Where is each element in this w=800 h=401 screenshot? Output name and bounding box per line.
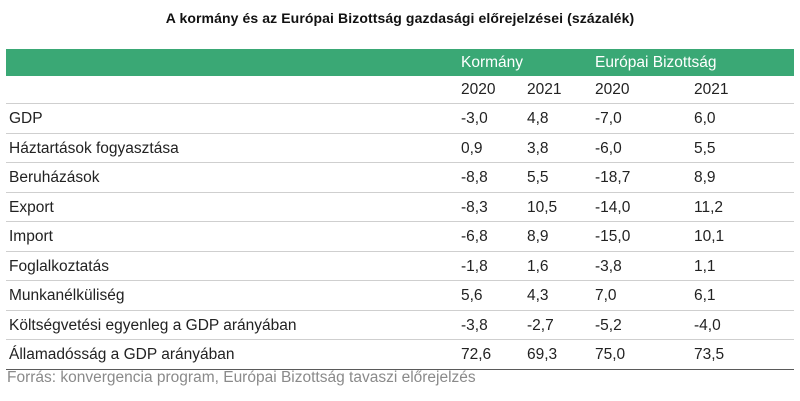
year-header: 2021 bbox=[527, 81, 562, 98]
forecast-table: Kormány Európai Bizottság 2020 2021 2020… bbox=[6, 49, 794, 370]
table-cell: -4,0 bbox=[694, 316, 721, 334]
row-label: Export bbox=[9, 198, 54, 216]
table-cell: 1,1 bbox=[694, 257, 716, 275]
table-row: Beruházások -8,8 5,5 -18,7 8,9 bbox=[6, 163, 794, 193]
table-cell: 4,8 bbox=[527, 110, 549, 127]
table-cell: -1,8 bbox=[461, 257, 488, 275]
row-label: Költségvetési egyenleg a GDP arányában bbox=[9, 316, 297, 334]
table-cell: -3,0 bbox=[461, 110, 488, 127]
year-header: 2020 bbox=[461, 81, 496, 98]
table-cell: -2,7 bbox=[527, 316, 554, 334]
table-cell: 73,5 bbox=[694, 346, 725, 363]
table-cell: -15,0 bbox=[595, 228, 631, 245]
table-cell: 4,3 bbox=[527, 287, 549, 304]
row-label: Munkanélküliség bbox=[9, 287, 125, 304]
table-row: Háztartások fogyasztása 0,9 3,8 -6,0 5,5 bbox=[6, 134, 794, 163]
table-cell: 3,8 bbox=[527, 139, 549, 157]
table-cell: -6,8 bbox=[461, 228, 488, 245]
row-label: Beruházások bbox=[9, 169, 100, 186]
row-label: Foglalkoztatás bbox=[9, 257, 109, 275]
table-cell: 7,0 bbox=[595, 287, 617, 304]
table-cell: -5,2 bbox=[595, 316, 622, 334]
table-cell: -8,3 bbox=[461, 198, 488, 216]
table-cell: 5,5 bbox=[694, 139, 716, 157]
table-title: A kormány és az Európai Bizottság gazdas… bbox=[165, 10, 635, 26]
table-cell: -8,8 bbox=[461, 169, 488, 186]
row-label: Államadósság a GDP arányában bbox=[9, 346, 235, 363]
table-cell: 8,9 bbox=[527, 228, 549, 245]
table-cell: -3,8 bbox=[461, 316, 488, 334]
table-row: Államadósság a GDP arányában 72,6 69,3 7… bbox=[6, 340, 794, 370]
table-cell: 72,6 bbox=[461, 346, 492, 363]
table-cell: 6,0 bbox=[694, 110, 716, 127]
table-cell: 10,1 bbox=[694, 228, 725, 245]
table-cell: 1,6 bbox=[527, 257, 549, 275]
table-cell: 0,9 bbox=[461, 139, 483, 157]
table-cell: -18,7 bbox=[595, 169, 631, 186]
table-cell: -14,0 bbox=[595, 198, 631, 216]
table-row: GDP -3,0 4,8 -7,0 6,0 bbox=[6, 104, 794, 134]
table-row: Foglalkoztatás -1,8 1,6 -3,8 1,1 bbox=[6, 252, 794, 281]
table-cell: -7,0 bbox=[595, 110, 622, 127]
table-cell: 6,1 bbox=[694, 287, 716, 304]
row-label: GDP bbox=[9, 110, 43, 127]
year-header: 2021 bbox=[694, 81, 729, 98]
table-row: Export -8,3 10,5 -14,0 11,2 bbox=[6, 193, 794, 222]
row-label: Import bbox=[9, 228, 53, 245]
table-row: Import -6,8 8,9 -15,0 10,1 bbox=[6, 222, 794, 252]
row-label: Háztartások fogyasztása bbox=[9, 139, 179, 157]
group-header-government: Kormány bbox=[461, 54, 524, 71]
table-year-header: 2020 2021 2020 2021 bbox=[6, 76, 794, 104]
table-group-header: Kormány Európai Bizottság bbox=[6, 49, 794, 76]
table-cell: 10,5 bbox=[527, 198, 558, 216]
table-cell: -3,8 bbox=[595, 257, 622, 275]
table-cell: 69,3 bbox=[527, 346, 558, 363]
table-cell: 11,2 bbox=[694, 198, 724, 216]
table-cell: 5,6 bbox=[461, 287, 483, 304]
table-cell: 8,9 bbox=[694, 169, 716, 186]
source-note: Forrás: konvergencia program, Európai Bi… bbox=[7, 369, 476, 386]
table-cell: 75,0 bbox=[595, 346, 626, 363]
group-header-european-commission: Európai Bizottság bbox=[595, 54, 717, 71]
year-header: 2020 bbox=[595, 81, 630, 98]
table-cell: -6,0 bbox=[595, 139, 622, 157]
table-cell: 5,5 bbox=[527, 169, 549, 186]
table-row: Költségvetési egyenleg a GDP arányában -… bbox=[6, 311, 794, 340]
table-row: Munkanélküliség 5,6 4,3 7,0 6,1 bbox=[6, 281, 794, 311]
